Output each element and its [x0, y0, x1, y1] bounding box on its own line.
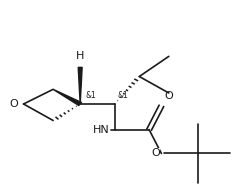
Text: HN: HN — [93, 125, 110, 135]
Text: O: O — [164, 91, 173, 101]
Polygon shape — [53, 89, 82, 105]
Polygon shape — [78, 67, 82, 104]
Text: O: O — [151, 148, 160, 158]
Text: &1: &1 — [117, 91, 128, 100]
Text: O: O — [10, 99, 19, 109]
Text: H: H — [76, 51, 84, 61]
Text: &1: &1 — [85, 91, 96, 100]
